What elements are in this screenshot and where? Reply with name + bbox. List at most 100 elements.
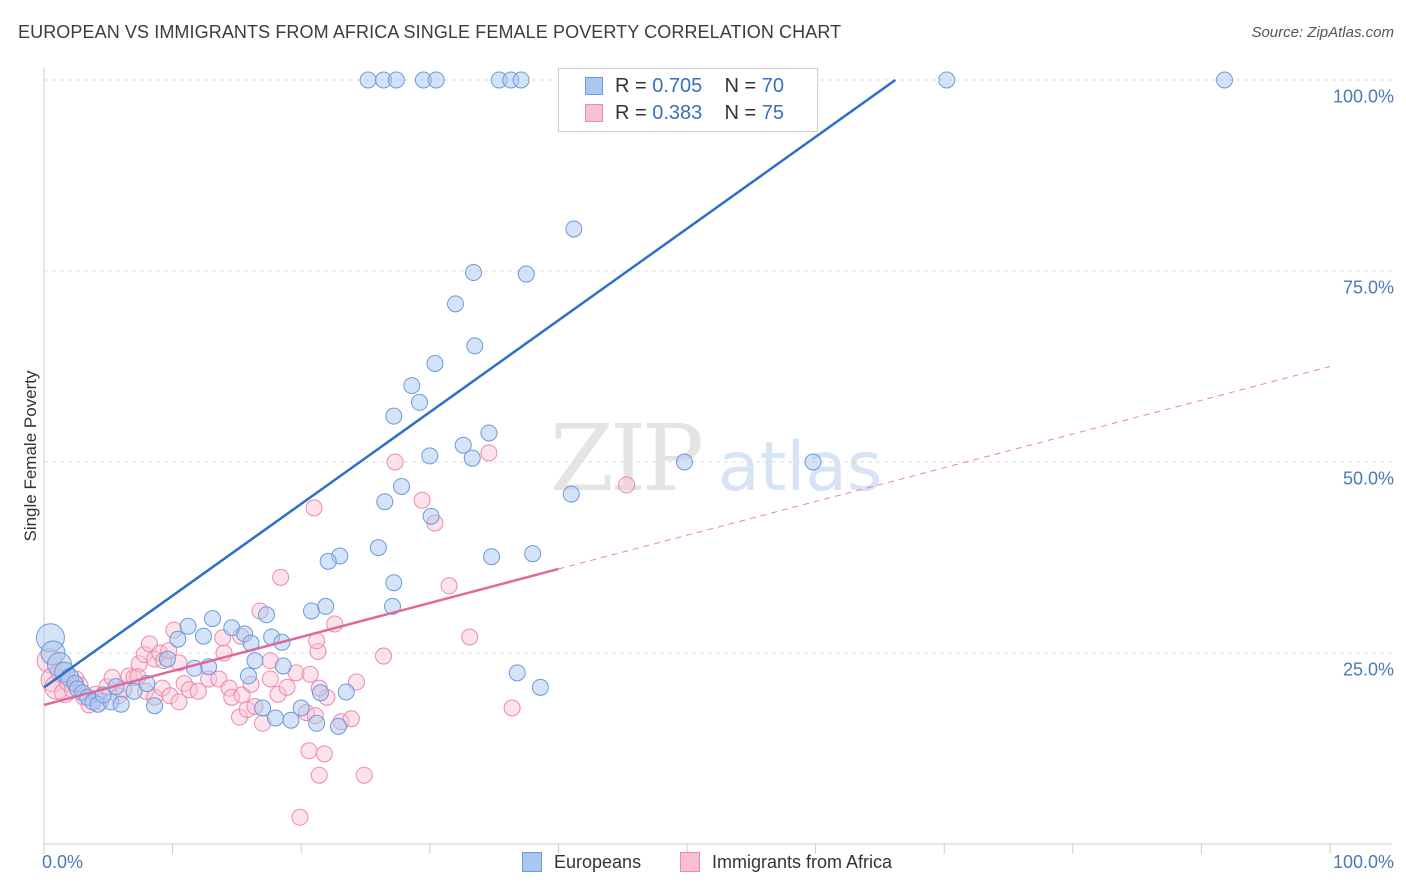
immigrants-point-35	[180, 681, 198, 699]
europeans-point-32	[282, 711, 300, 729]
immigrants-point-59	[301, 665, 319, 683]
immigrants-point-78	[375, 647, 393, 665]
immigrants-point-33	[161, 687, 179, 705]
bottom-legend-label-europeans: Europeans	[554, 852, 642, 872]
europeans-point-31	[266, 709, 284, 727]
europeans-point-50	[376, 493, 394, 511]
immigrants-point-73	[347, 673, 365, 691]
europeans-point-42	[302, 602, 320, 620]
europeans-point-71	[531, 678, 549, 696]
y-axis-label: Single Female Poverty	[21, 370, 40, 542]
immigrants-point-77	[440, 577, 458, 595]
immigrants-point-60	[309, 642, 327, 660]
europeans-point-37	[311, 684, 329, 702]
europeans-point-33	[292, 699, 310, 717]
watermark-atlas: atlas	[718, 428, 882, 507]
europeans-point-62	[517, 265, 535, 283]
immigrants-trend-line	[43, 567, 559, 707]
europeans-point-65	[483, 548, 501, 566]
europeans-point-79	[512, 71, 530, 89]
legend: R = 0.705 N = 70 R = 0.383 N = 75	[558, 68, 818, 132]
legend-swatch-europeans	[585, 77, 603, 95]
europeans-point-76	[427, 71, 445, 89]
europeans-point-54	[463, 449, 481, 467]
x-tick-label-max: 100.0%	[1332, 852, 1394, 872]
immigrants-trend-extension	[558, 366, 1331, 570]
europeans-trend-line	[43, 78, 897, 689]
immigrants-point-19	[130, 655, 148, 673]
chart-source: Source: ZipAtlas.com	[1251, 24, 1394, 41]
y-tick-label-75: 75.0%	[1342, 277, 1394, 298]
immigrants-point-65	[342, 710, 360, 728]
legend-row-immigrants: R = 0.383 N = 75	[585, 102, 784, 125]
europeans-point-22	[179, 617, 197, 635]
legend-n-value: 70	[761, 75, 785, 97]
bottom-legend-europeans: Europeans	[522, 852, 641, 873]
europeans-point-36	[337, 683, 355, 701]
immigrants-point-71	[305, 499, 323, 517]
immigrants-point-82	[618, 476, 636, 494]
europeans-point-58	[426, 354, 444, 372]
europeans-point-60	[447, 295, 465, 313]
europeans-point-20	[169, 630, 187, 648]
legend-r-value: 0.705	[652, 75, 703, 97]
immigrants-point-75	[413, 491, 431, 509]
europeans-point-52	[421, 447, 439, 465]
europeans-point-51	[393, 477, 411, 495]
europeans-point-16	[146, 697, 164, 715]
europeans-point-56	[411, 393, 429, 411]
immigrants-point-36	[189, 682, 207, 700]
legend-r-value: 0.383	[652, 102, 703, 124]
europeans-point-63	[565, 220, 583, 238]
legend-row-europeans: R = 0.705 N = 70	[585, 75, 784, 98]
europeans-point-15	[125, 682, 143, 700]
europeans-point-18	[158, 650, 176, 668]
europeans-point-30	[254, 699, 272, 717]
legend-r-label: R =	[615, 75, 647, 97]
legend-r-label: R =	[615, 102, 647, 124]
europeans-point-35	[329, 717, 347, 735]
europeans-point-26	[203, 610, 221, 628]
immigrants-point-80	[461, 628, 479, 646]
immigrants-point-48	[278, 678, 296, 696]
immigrants-point-70	[291, 808, 309, 826]
bottom-legend-swatch-europeans	[522, 852, 542, 872]
immigrants-point-34	[170, 693, 188, 711]
europeans-point-45	[385, 574, 403, 592]
europeans-point-66	[385, 407, 403, 425]
bottom-legend-immigrants: Immigrants from Africa	[680, 852, 892, 873]
europeans-point-67	[508, 664, 526, 682]
europeans-point-61	[465, 264, 483, 282]
immigrants-point-41	[223, 688, 241, 706]
europeans-point-49	[422, 507, 440, 525]
immigrants-point-68	[310, 766, 328, 784]
europeans-point-21	[194, 627, 212, 645]
bottom-legend-swatch-immigrants	[680, 852, 700, 872]
legend-swatch-immigrants	[585, 104, 603, 122]
europeans-point-81	[1216, 71, 1234, 89]
europeans-point-64	[524, 545, 542, 563]
y-tick-label-25: 25.0%	[1342, 659, 1394, 680]
europeans-point-80	[938, 71, 956, 89]
europeans-point-70	[562, 485, 580, 503]
y-tick-label-50: 50.0%	[1342, 468, 1394, 489]
europeans-point-68	[675, 453, 693, 471]
chart-title: EUROPEAN VS IMMIGRANTS FROM AFRICA SINGL…	[18, 22, 842, 42]
europeans-point-43	[317, 597, 335, 615]
europeans-point-39	[246, 652, 264, 670]
europeans-point-59	[466, 337, 484, 355]
europeans-point-69	[804, 453, 822, 471]
y-tick-label-100: 100.0%	[1332, 86, 1394, 107]
bottom-legend-label-immigrants: Immigrants from Africa	[712, 852, 893, 872]
immigrants-point-69	[355, 766, 373, 784]
europeans-point-55	[480, 424, 498, 442]
immigrants-point-47	[269, 685, 287, 703]
europeans-point-12	[112, 695, 130, 713]
europeans-point-74	[387, 71, 405, 89]
x-tick-label-min: 0.0%	[42, 852, 84, 872]
immigrants-point-58	[272, 568, 290, 586]
legend-n-label: N =	[724, 102, 757, 124]
europeans-point-48	[369, 539, 387, 557]
immigrants-point-79	[480, 444, 498, 462]
europeans-point-38	[239, 667, 257, 685]
